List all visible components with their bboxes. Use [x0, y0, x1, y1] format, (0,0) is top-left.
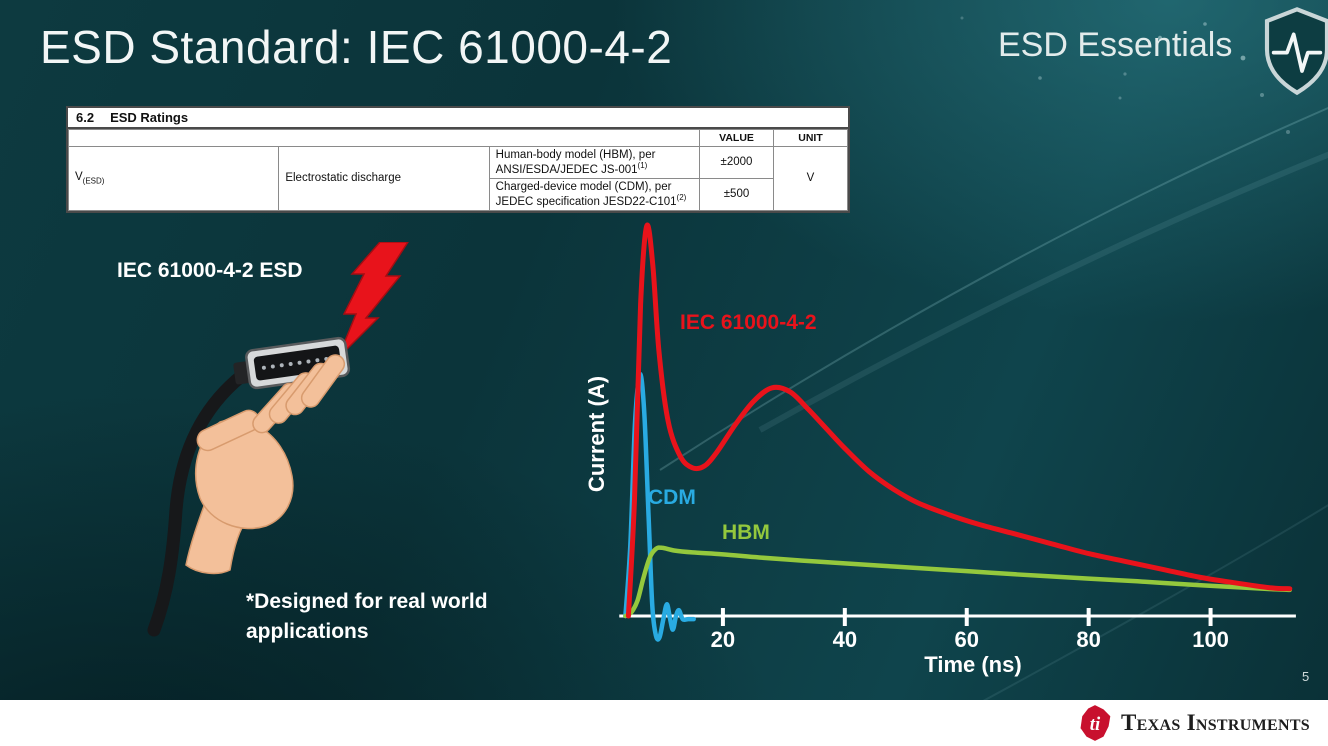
table-row: Charged-device model (CDM), per JEDEC sp… [69, 177, 848, 211]
table-header-row: VALUE UNIT [68, 129, 848, 147]
footnote: *Designed for real world applications [246, 587, 488, 647]
footnote-line1: *Designed for real world [246, 590, 488, 613]
cdm-description-cell: Charged-device model (CDM), per JEDEC sp… [488, 177, 701, 211]
hbm-description-cell: Human-body model (HBM), per ANSI/ESDA/JE… [488, 146, 701, 179]
series-label-iec: IEC 61000-4-2 [680, 311, 817, 334]
series-label-hbm: HBM [722, 521, 770, 544]
x-axis-label: Time (ns) [924, 652, 1022, 677]
fingers [252, 354, 346, 434]
esd-shield-icon [1264, 7, 1328, 96]
column-header-value: VALUE [699, 129, 774, 147]
hand-holding-hdmi-illustration [147, 336, 351, 637]
esd-current-chart: 20 40 60 80 100 [619, 222, 1296, 652]
table-row: V(ESD) Electrostatic discharge Human-bod… [67, 146, 848, 211]
footer-bar: ti Texas Instruments [0, 700, 1328, 746]
esd-ratings-table: 6.2 ESD Ratings VALUE UNIT V(ESD) Electro… [66, 106, 850, 213]
param-name-cell: Electrostatic discharge [278, 146, 490, 211]
column-header-unit: UNIT [773, 129, 848, 147]
x-tick-label: 100 [1192, 627, 1229, 652]
table-caption-text: ESD Ratings [110, 110, 189, 125]
footnote-line2: applications [246, 620, 369, 643]
cdm-value-cell: ±500 [699, 177, 774, 211]
heartbeat-pulse-icon [1271, 32, 1323, 73]
page-number: 5 [1302, 669, 1310, 684]
table-caption: 6.2 ESD Ratings [68, 108, 848, 129]
y-axis-label: Current (A) [584, 375, 609, 493]
series-title: ESD Essentials [998, 26, 1233, 64]
x-tick-label: 60 [954, 627, 978, 652]
x-tick-label: 40 [833, 627, 857, 652]
svg-text:ti: ti [1090, 714, 1101, 735]
ti-logo-icon: ti [1080, 705, 1111, 741]
x-tick-label: 80 [1076, 627, 1100, 652]
series-label-cdm: CDM [648, 486, 696, 509]
unit-cell: V [773, 146, 848, 211]
table-caption-number: 6.2 [76, 110, 95, 125]
header-blank-cell [68, 129, 700, 147]
x-tick-label: 20 [711, 627, 735, 652]
param-symbol-cell: V(ESD) [67, 146, 280, 211]
lightning-bolt-icon [337, 242, 409, 359]
hbm-value-cell: ±2000 [699, 146, 774, 179]
iec-esd-label: IEC 61000-4-2 ESD [117, 259, 303, 282]
page-title: ESD Standard: IEC 61000-4-2 [40, 21, 673, 73]
cable-icon [147, 367, 251, 637]
series-line-iec-61000-4-2 [625, 222, 1293, 619]
ti-brand-text: Texas Instruments [1121, 710, 1310, 735]
series-line-hbm [623, 545, 1293, 619]
